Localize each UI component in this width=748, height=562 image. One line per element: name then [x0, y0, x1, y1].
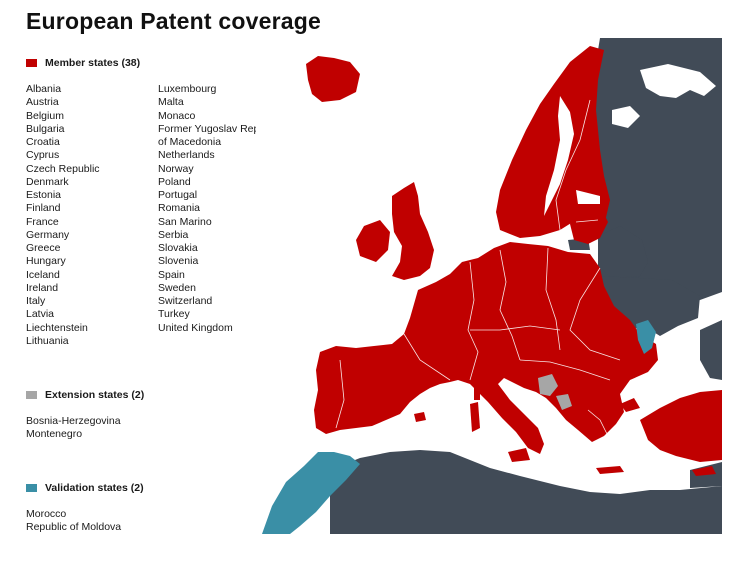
region-turkey	[640, 390, 722, 462]
country-list-item: Latvia	[26, 308, 55, 321]
country-list-item: Spain	[158, 268, 185, 281]
europe-map	[256, 38, 722, 534]
country-list-item: Serbia	[158, 228, 189, 241]
country-list-item: Morocco	[26, 508, 67, 520]
region-ireland	[356, 220, 390, 262]
country-list-item: Malta	[158, 96, 184, 109]
region-mainland	[314, 242, 658, 454]
country-list-item: Albania	[26, 83, 62, 95]
country-list-item: Turkey	[158, 308, 190, 321]
country-list-item: Czech Republic	[26, 162, 100, 175]
country-list-item: Italy	[26, 295, 46, 307]
legend-member-label: Member states (38)	[45, 57, 141, 69]
country-list-item: Austria	[26, 96, 59, 109]
region-non-member-africa	[330, 450, 722, 534]
member-list-column-1: Albania Austria Belgium Bulgaria Croatia Cypr…	[26, 83, 100, 348]
region-morocco	[262, 452, 360, 534]
validation-list: Morocco Republic of Moldova	[26, 508, 121, 535]
country-list-item: Bosnia-Herzegovina	[26, 415, 121, 427]
country-list-item: Switzerland	[158, 295, 213, 307]
region-uk	[392, 182, 434, 280]
country-list-item: Cyprus	[26, 149, 60, 162]
country-list-item: Croatia	[26, 136, 60, 148]
legend-validation-label: Validation states (2)	[45, 482, 144, 494]
country-list-item: Poland	[158, 175, 191, 188]
legend-extension-header: Extension states (2)	[26, 389, 144, 401]
country-list-item: Estonia	[26, 189, 62, 201]
country-list-item: Iceland	[26, 268, 60, 281]
region-iceland	[306, 56, 360, 102]
extension-list: Bosnia-Herzegovina Montenegro	[26, 415, 121, 442]
member-swatch	[26, 59, 37, 67]
country-list-item: Greece	[26, 242, 61, 254]
country-list-item: Netherlands	[158, 149, 215, 162]
page-title: European Patent coverage	[26, 8, 321, 34]
region-moldova	[636, 320, 656, 354]
country-list-item: Hungary	[26, 255, 66, 268]
legend-validation-header: Validation states (2)	[26, 482, 144, 494]
country-list-item: Montenegro	[26, 428, 83, 441]
country-list-item: Denmark	[26, 175, 69, 188]
country-list-item: Liechtenstein	[26, 321, 88, 334]
country-list-item: Lithuania	[26, 334, 69, 347]
country-list-item: Sweden	[158, 281, 196, 294]
validation-swatch	[26, 484, 37, 492]
country-list-item: Slovenia	[158, 255, 199, 268]
country-list-item: France	[26, 215, 59, 228]
region-bosnia	[538, 374, 558, 396]
country-list-item: Luxembourg	[158, 83, 217, 95]
region-montenegro	[556, 394, 572, 410]
region-baltic-states	[570, 206, 608, 244]
member-list-column-2: Luxembourg Malta Monaco Former Yugoslav Rep…	[158, 83, 281, 335]
country-list-item: Finland	[26, 202, 61, 215]
legend-member-header: Member states (38)	[26, 57, 140, 69]
country-list-item: Former Yugoslav Republic	[158, 122, 281, 135]
country-list-item: Bulgaria	[26, 122, 65, 135]
country-list-item: San Marino	[158, 215, 212, 228]
country-list-item: Ireland	[26, 281, 59, 294]
country-list-item: Monaco	[158, 109, 196, 122]
country-list-item: Norway	[158, 162, 194, 175]
country-list-item: Slovakia	[158, 242, 198, 254]
country-list-item: Portugal	[158, 189, 198, 201]
country-list-item: United Kingdom	[158, 321, 233, 334]
region-scandinavia	[496, 46, 610, 238]
legend-extension-label: Extension states (2)	[45, 389, 145, 401]
country-list-item: Belgium	[26, 109, 64, 122]
country-list-item: Germany	[26, 228, 70, 241]
country-list-item: of Macedonia	[158, 136, 222, 148]
country-list-item: Romania	[158, 202, 201, 215]
country-list-item: Republic of Moldova	[26, 521, 122, 534]
extension-swatch	[26, 391, 37, 399]
